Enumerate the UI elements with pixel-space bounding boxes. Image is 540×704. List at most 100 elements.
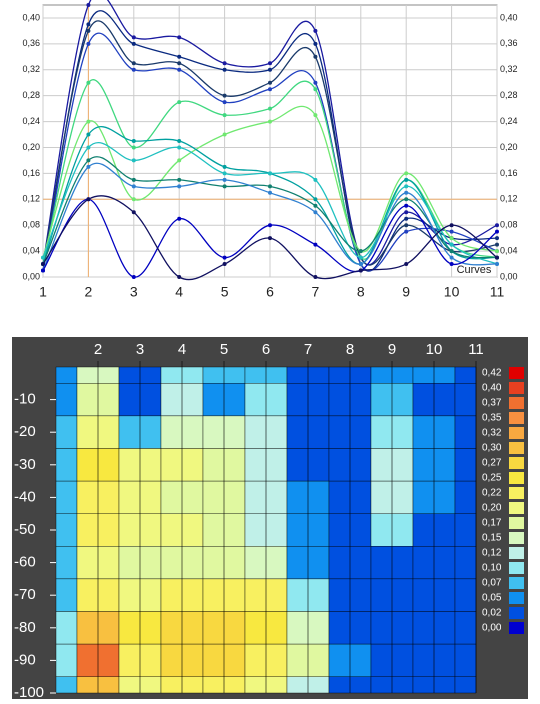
x-tick-label: 3	[130, 284, 138, 300]
point	[222, 61, 227, 66]
point	[86, 158, 91, 163]
point	[404, 203, 409, 208]
point	[222, 255, 227, 260]
heat-cell	[454, 611, 477, 645]
point	[86, 119, 91, 124]
y-tick-label: 0,16	[22, 168, 40, 178]
point	[449, 249, 454, 254]
x-tick-label: 9	[402, 284, 410, 300]
point	[86, 132, 91, 137]
point	[404, 223, 409, 228]
heat-cell	[55, 366, 78, 384]
point	[86, 145, 91, 150]
heat-cell	[55, 611, 78, 645]
y-tick-label-right: 0,28	[500, 90, 518, 100]
point	[404, 210, 409, 215]
x-tick-label: 3	[136, 341, 144, 358]
colorbar-label: 0,10	[482, 563, 502, 574]
colorbar-label: 0,42	[482, 368, 502, 379]
colorbar-label: 0,40	[482, 383, 502, 394]
point	[404, 184, 409, 189]
point	[404, 190, 409, 195]
colorbar-label: 0,02	[482, 608, 502, 619]
point	[268, 106, 272, 111]
point	[177, 145, 182, 150]
point	[268, 61, 272, 66]
x-tick-label: 2	[94, 341, 102, 358]
point	[495, 242, 499, 247]
colorbar-swatch	[509, 577, 524, 589]
heat-cell	[454, 366, 477, 384]
point	[268, 190, 272, 195]
point	[131, 184, 136, 189]
y-tick-label: 0,04	[22, 245, 40, 255]
point	[222, 262, 227, 267]
y-tick-label-right: 0,04	[500, 245, 518, 255]
y-tick-label-right: 0,40	[500, 12, 518, 22]
point	[495, 236, 499, 241]
point	[313, 177, 318, 182]
series-line	[42, 198, 498, 278]
y-tick-label: -70	[14, 586, 36, 603]
point	[131, 35, 136, 40]
heat-cell	[454, 578, 477, 612]
x-tick-label: 11	[490, 284, 505, 300]
point	[495, 229, 499, 234]
colorbar-swatch	[509, 562, 524, 574]
colorbar-swatch	[509, 487, 524, 499]
y-tick-label: -90	[14, 651, 36, 668]
point	[222, 93, 227, 98]
point	[177, 184, 182, 189]
colorbar-swatch	[509, 502, 524, 514]
x-tick-label: 6	[262, 341, 270, 358]
colorbar-swatch	[509, 412, 524, 424]
point	[313, 87, 318, 92]
colorbar-swatch	[509, 427, 524, 439]
point	[86, 41, 91, 46]
y-tick-label-right: 0,20	[500, 142, 518, 152]
x-tick-label: 11	[468, 341, 484, 358]
heat-cell	[55, 546, 78, 580]
x-tick-label: 9	[388, 341, 396, 358]
y-tick-label-right: 0,00	[500, 271, 518, 281]
colorbar-label: 0,05	[482, 593, 502, 604]
colorbar-label: 0,12	[482, 548, 502, 559]
point	[313, 203, 318, 208]
point	[41, 255, 45, 260]
y-tick-label: 0,00	[22, 271, 40, 281]
y-tick-label: 0,20	[22, 142, 40, 152]
colorbar-swatch	[509, 442, 524, 454]
y-tick-label: 0,12	[22, 194, 40, 204]
heat-cell	[454, 415, 477, 449]
point	[313, 197, 318, 202]
point	[495, 249, 499, 254]
point	[358, 262, 363, 267]
y-tick-label: -100	[14, 684, 44, 699]
heat-cell	[454, 676, 477, 694]
point	[495, 262, 499, 267]
y-tick-label-right: 0,24	[500, 116, 518, 126]
x-tick-label: 8	[357, 284, 365, 300]
point	[268, 223, 272, 228]
curves-label: Curves	[457, 264, 492, 276]
x-tick-label: 5	[221, 284, 229, 300]
point	[268, 236, 272, 241]
point	[177, 35, 182, 40]
point	[404, 229, 409, 234]
colorbar-label: 0,20	[482, 503, 502, 514]
point	[222, 67, 227, 72]
y-tick-label: -30	[14, 456, 36, 473]
heat-cell	[454, 448, 477, 482]
y-tick-label: 0,08	[22, 220, 40, 230]
heat-cell	[454, 643, 477, 677]
heat-cell	[454, 480, 477, 514]
point	[449, 242, 454, 247]
point	[86, 197, 91, 202]
colorbar-swatch	[509, 592, 524, 604]
point	[222, 113, 227, 118]
colorbar-swatch	[509, 472, 524, 484]
point	[313, 28, 318, 33]
colorbar-label: 0,37	[482, 398, 502, 409]
point	[404, 262, 409, 267]
colorbar-swatch	[509, 382, 524, 394]
